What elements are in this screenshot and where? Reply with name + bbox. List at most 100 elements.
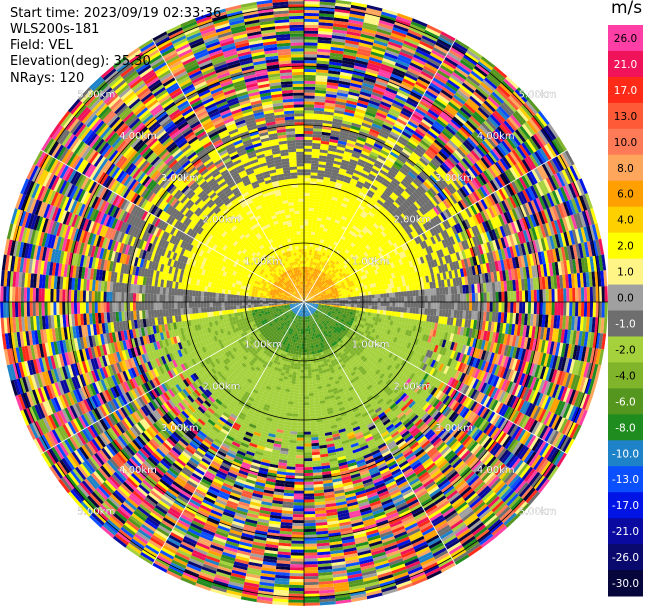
radar-gate (344, 45, 358, 51)
radar-gate (413, 296, 417, 302)
radar-gate (330, 230, 336, 235)
radar-gate (312, 243, 317, 248)
radar-gate (345, 191, 352, 197)
radar-gate (313, 271, 316, 275)
radar-gate (329, 180, 337, 186)
radar-gate (324, 222, 330, 227)
radar-gate (322, 230, 327, 235)
radar-gate (400, 291, 405, 297)
radar-gate (389, 302, 393, 307)
radar-gate (307, 281, 310, 285)
radar-gate (317, 247, 322, 252)
radar-gate (383, 92, 396, 100)
radar-gate (315, 81, 328, 85)
radar-gate (359, 91, 372, 98)
radar-gate (364, 74, 377, 81)
radar-gate (304, 54, 317, 58)
radar-gate (333, 303, 337, 306)
radar-gate (306, 281, 309, 285)
radar-gate (326, 84, 339, 90)
radar-gate (335, 0, 352, 5)
radar-gate (315, 72, 329, 77)
radar-gate (370, 287, 374, 292)
radar-gate (350, 304, 355, 308)
radar-gate (392, 297, 396, 302)
radar-gate (358, 45, 372, 52)
radar-gate (304, 4, 320, 8)
radar-gate (357, 302, 361, 305)
radar-gate (356, 51, 371, 57)
radar-gate (372, 45, 386, 53)
radar-gate (306, 293, 308, 297)
radar-gate (586, 287, 591, 302)
radar-gate (351, 76, 364, 83)
radar-gate (392, 99, 405, 108)
radar-gate (318, 229, 324, 234)
radar-gates (0, 0, 608, 606)
radar-gate (415, 48, 430, 58)
radar-gate (331, 172, 339, 177)
radar-gate (533, 289, 537, 302)
radar-gate (308, 285, 311, 289)
radar-gate (334, 103, 346, 109)
radar-gate (339, 205, 346, 211)
radar-gate (334, 5, 351, 11)
radar-gate (379, 66, 393, 74)
radar-gate (316, 57, 330, 62)
radar-gate (385, 116, 397, 124)
radar-gate (380, 297, 384, 302)
radar-gate (430, 308, 434, 316)
radar-gate (358, 130, 369, 137)
radar-gate (324, 102, 336, 107)
radar-gate (309, 193, 316, 197)
radar-gate (323, 225, 329, 230)
radar-gate (406, 32, 422, 41)
radar-gate (367, 62, 381, 70)
radar-gate (304, 151, 312, 155)
radar-gate (317, 214, 323, 219)
radar-gate (384, 52, 399, 60)
radar-gate (349, 158, 358, 165)
radar-gate (580, 287, 585, 302)
radar-gate (311, 264, 314, 268)
radar-gate (323, 111, 334, 116)
radar-gate (331, 40, 346, 46)
radar-gate (318, 267, 322, 271)
radar-gate (501, 302, 505, 313)
radar-gate (504, 302, 508, 313)
radar-gate (412, 56, 426, 66)
radar-gate (379, 103, 391, 111)
radar-gate (304, 130, 313, 135)
radar-gate (463, 302, 467, 311)
radar-gate (328, 235, 333, 240)
radar-gate (341, 123, 352, 129)
radar-gate (304, 181, 311, 185)
radar-gate (366, 159, 375, 166)
radar-gate (319, 155, 328, 160)
radar-gate (374, 302, 378, 306)
radar-gate (310, 181, 317, 185)
radar-gate (304, 178, 311, 182)
radar-gate (318, 205, 325, 210)
radar-gate (335, 101, 347, 106)
radar-gate (332, 193, 339, 199)
radar-gate (354, 144, 364, 151)
radar-gate (495, 302, 499, 313)
radar-gate (350, 156, 359, 162)
radar-gate (325, 90, 338, 96)
radar-gate (304, 1, 320, 5)
radar-gate (304, 145, 313, 149)
radar-gate (403, 75, 417, 84)
radar-gate (308, 278, 311, 283)
radar-gate (310, 285, 312, 289)
radar-gate (313, 281, 316, 285)
radar-gate (333, 23, 348, 29)
radar-gate (304, 157, 312, 161)
radar-gate (327, 150, 336, 155)
radar-gate (315, 89, 327, 94)
radar-gate (313, 211, 319, 215)
radar-gate (307, 234, 312, 238)
radar-gate (463, 293, 467, 302)
radar-gate (371, 309, 375, 314)
radar-gate (309, 243, 314, 247)
